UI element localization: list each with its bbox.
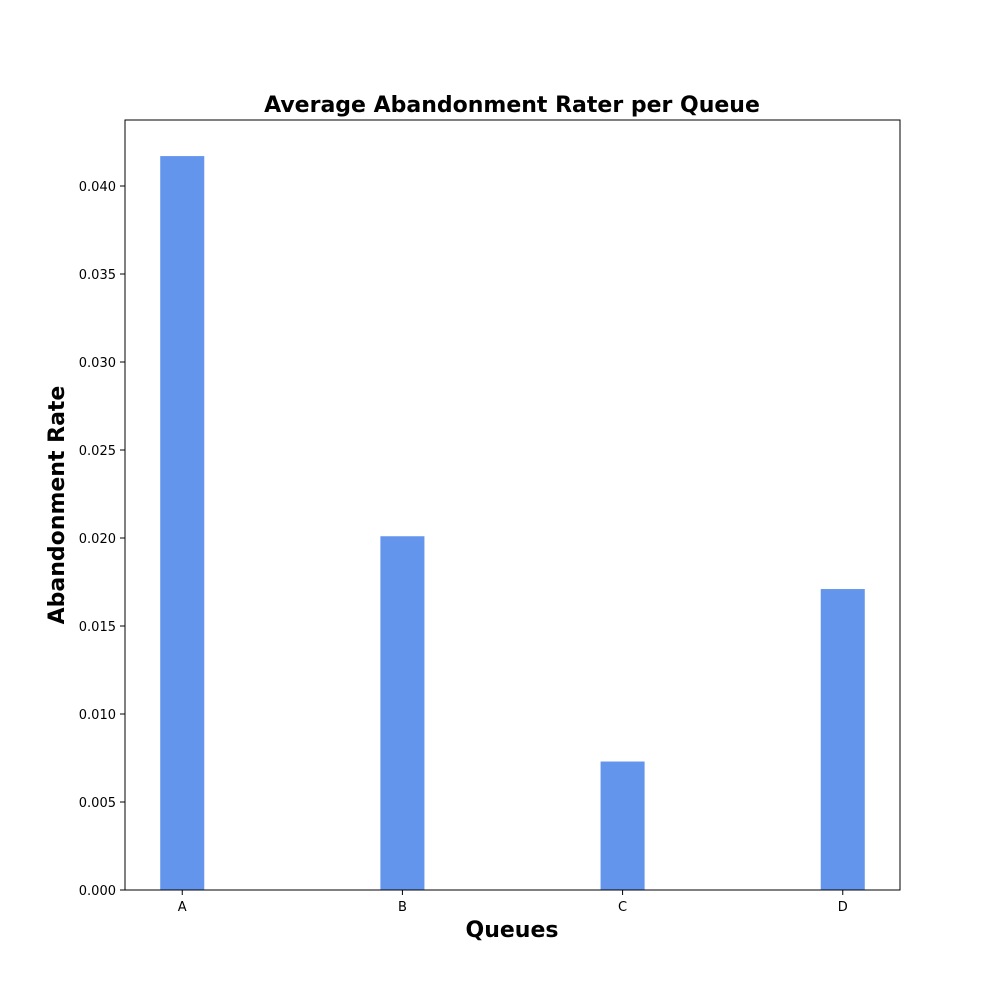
y-axis: 0.000 0.005 0.010 0.015 0.020 0.025 0.030 0.035… [79, 180, 125, 899]
x-axis: A B C D [178, 890, 848, 915]
x-tick-label: D [838, 900, 848, 915]
plot-frame [124, 119, 901, 891]
y-tick-label: 0.025 [79, 444, 116, 459]
y-tick-label: 0.035 [79, 268, 116, 283]
y-tick-label: 0.020 [79, 532, 116, 547]
bar-b [380, 536, 425, 890]
bar-d [820, 589, 865, 890]
x-tick-label: C [618, 900, 627, 915]
y-tick-label: 0.030 [79, 356, 116, 371]
bar-c [600, 761, 645, 890]
x-tick-label: A [178, 900, 187, 915]
y-tick-label: 0.000 [79, 884, 116, 899]
y-tick-label: 0.005 [79, 796, 116, 811]
x-axis-label: Queues [466, 918, 559, 943]
chart-title: Average Abandonment Rater per Queue [264, 93, 760, 118]
bar-a [160, 156, 205, 890]
y-axis-label: Abandonment Rate [45, 386, 70, 625]
x-tick-label: B [398, 900, 407, 915]
bars-layer [160, 156, 865, 890]
y-tick-label: 0.010 [79, 708, 116, 723]
y-tick-label: 0.015 [79, 620, 116, 635]
y-tick-label: 0.040 [79, 180, 116, 195]
